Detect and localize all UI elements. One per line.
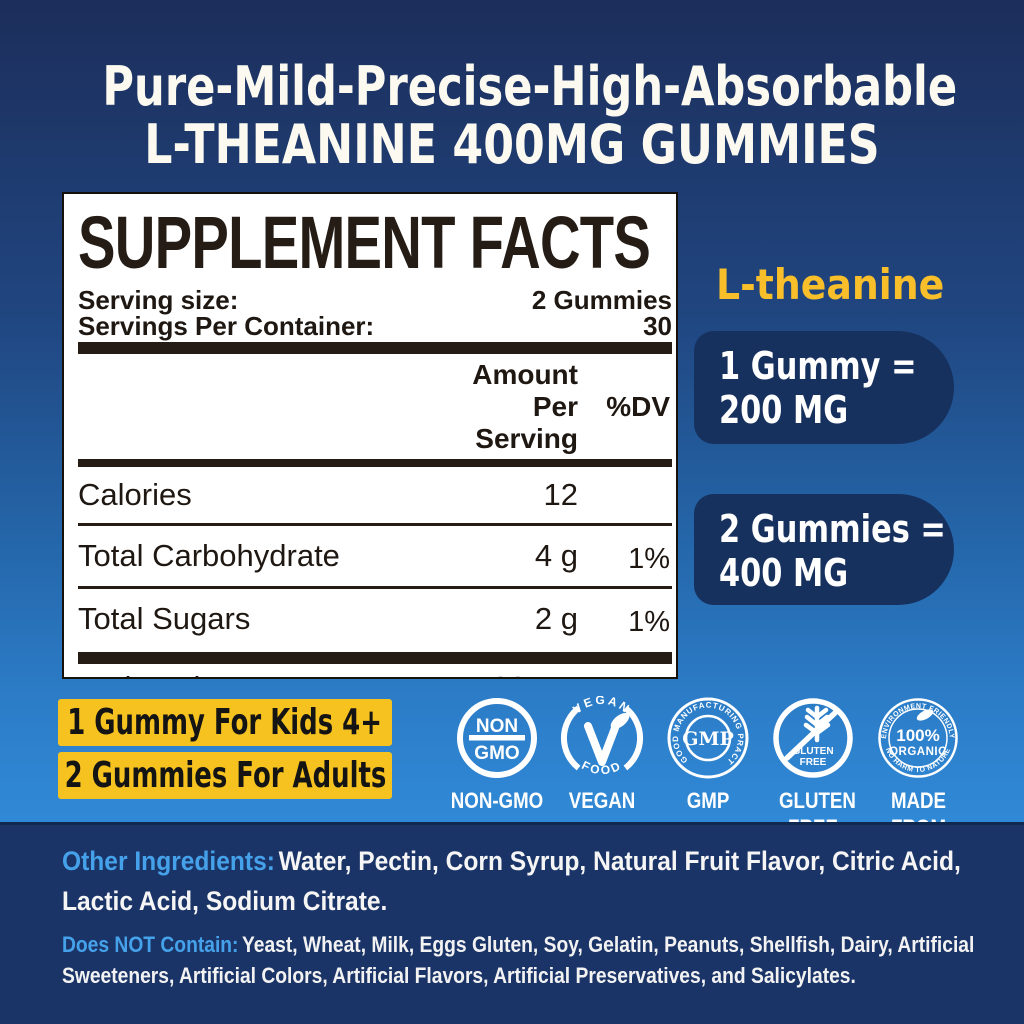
nutrient-dv	[586, 492, 672, 499]
servings-per-container-value: 30	[643, 311, 672, 341]
headline-line1: Pure-Mild-Precise-High-Absorbable	[102, 55, 958, 118]
table-row: Total Sugars 2 g 1%	[78, 589, 672, 649]
nutrient-amount: 12	[543, 477, 578, 512]
vegan-icon: VEGAN FOOD	[560, 696, 644, 777]
dosage-badge-adults: 2 Gummies For Adults	[58, 752, 392, 799]
certification-label: VEGAN	[568, 788, 636, 813]
supplement-facts-panel: SUPPLEMENT FACTS Serving size: 2 Gummies…	[62, 192, 678, 679]
headline-line2: L-THEANINE 400MG GUMMIES	[144, 113, 880, 176]
dosage-badge-adults-text: 2 Gummies For Adults	[64, 755, 386, 796]
other-ingredients-label: Other Ingredients:	[62, 846, 275, 876]
svg-text:FREE: FREE	[800, 757, 827, 768]
nutrient-amount: 4 g	[534, 538, 578, 573]
does-not-contain-paragraph: Does NOT Contain: Yeast, Wheat, Milk, Egg…	[62, 929, 1011, 991]
svg-text:GLUTEN: GLUTEN	[792, 746, 833, 757]
column-header-amount: Amount Per Serving	[472, 359, 578, 454]
serving-size-row: Serving size: 2 Gummies	[78, 287, 672, 313]
certification-gmp: GOOD MANUFACTURING PRACTICE GMP GMP	[638, 696, 778, 814]
nutrient-dv: 1%	[628, 543, 670, 575]
dose-pill-2-gummies: 2 Gummies = 400 MG	[694, 494, 954, 605]
nutrient-dv: **	[586, 668, 672, 677]
svg-text:GMO: GMO	[474, 743, 519, 764]
other-ingredients-paragraph: Other Ingredients: Water, Pectin, Corn Sy…	[62, 841, 990, 921]
dose-pill-line2: 400 MG	[719, 551, 849, 595]
nutrient-name: L-Theanine	[78, 670, 426, 677]
table-row: L-Theanine 400 mg **	[78, 664, 672, 677]
does-not-contain-text: Yeast, Wheat, Milk, Eggs Gluten, Soy, Ge…	[62, 932, 975, 988]
column-header-dv: %DV	[606, 391, 670, 422]
serving-size-value: 2 Gummies	[531, 285, 672, 315]
thick-divider	[78, 459, 672, 467]
non-gmo-icon: NON GMO	[457, 698, 537, 778]
serving-size-label: Serving size:	[78, 285, 239, 315]
thin-divider	[78, 523, 672, 526]
nutrient-dv: 1%	[628, 606, 670, 638]
table-row: Calories 12	[78, 467, 672, 523]
nutrient-amount: 400 mg	[426, 670, 586, 677]
ingredients-footer: Other Ingredients: Water, Pectin, Corn Sy…	[0, 822, 1024, 1024]
dose-pill-1-gummy: 1 Gummy = 200 MG	[694, 331, 954, 444]
nutrient-amount: 2 g	[534, 601, 578, 636]
supplement-facts-title: SUPPLEMENT FACTS	[78, 201, 651, 284]
thin-divider	[78, 586, 672, 589]
certification-vegan: VEGAN FOOD VEGAN	[532, 696, 672, 814]
certification-label: NON-GMO	[450, 788, 544, 813]
dose-pill-line1: 2 Gummies =	[719, 507, 946, 551]
organic-icon: ENVIRONMENT FRIENDLY NO HARM TO NATURE 1…	[878, 698, 958, 778]
thick-divider	[78, 652, 672, 664]
svg-text:ORGANIC: ORGANIC	[889, 746, 947, 758]
serving-info: Serving size: 2 Gummies Servings Per Con…	[78, 287, 672, 339]
dose-pill-line2: 200 MG	[719, 388, 849, 432]
servings-per-container-row: Servings Per Container: 30	[78, 313, 672, 339]
svg-text:GMP: GMP	[682, 728, 734, 750]
dose-pill-line1: 1 Gummy =	[719, 344, 917, 388]
does-not-contain-label: Does NOT Contain:	[62, 932, 239, 957]
table-header-row: Amount Per Serving %DV	[78, 354, 672, 459]
svg-text:NON: NON	[476, 716, 518, 737]
nutrient-name: Calories	[78, 477, 192, 512]
certification-label: GMP	[686, 788, 730, 813]
certification-non-gmo: NON GMO NON-GMO	[427, 696, 567, 814]
gmp-icon: GOOD MANUFACTURING PRACTICE GMP	[666, 696, 749, 779]
svg-text:FOOD: FOOD	[579, 758, 624, 777]
nutrient-name: Total Carbohydrate	[78, 538, 340, 573]
other-ingredients-text: Water, Pectin, Corn Syrup, Natural Fruit…	[62, 846, 961, 916]
ingredient-name-heading: L-theanine	[716, 260, 945, 309]
dosage-badge-kids-text: 1 Gummy For Kids 4+	[67, 702, 383, 743]
servings-per-container-label: Servings Per Container:	[78, 311, 375, 341]
thick-divider	[78, 342, 672, 354]
table-row: Total Carbohydrate 4 g 1%	[78, 526, 672, 586]
gluten-free-icon: GLUTEN FREE	[773, 698, 853, 778]
svg-text:100%: 100%	[896, 726, 939, 745]
dosage-badge-kids: 1 Gummy For Kids 4+	[58, 699, 392, 746]
nutrient-name: Total Sugars	[78, 601, 251, 636]
